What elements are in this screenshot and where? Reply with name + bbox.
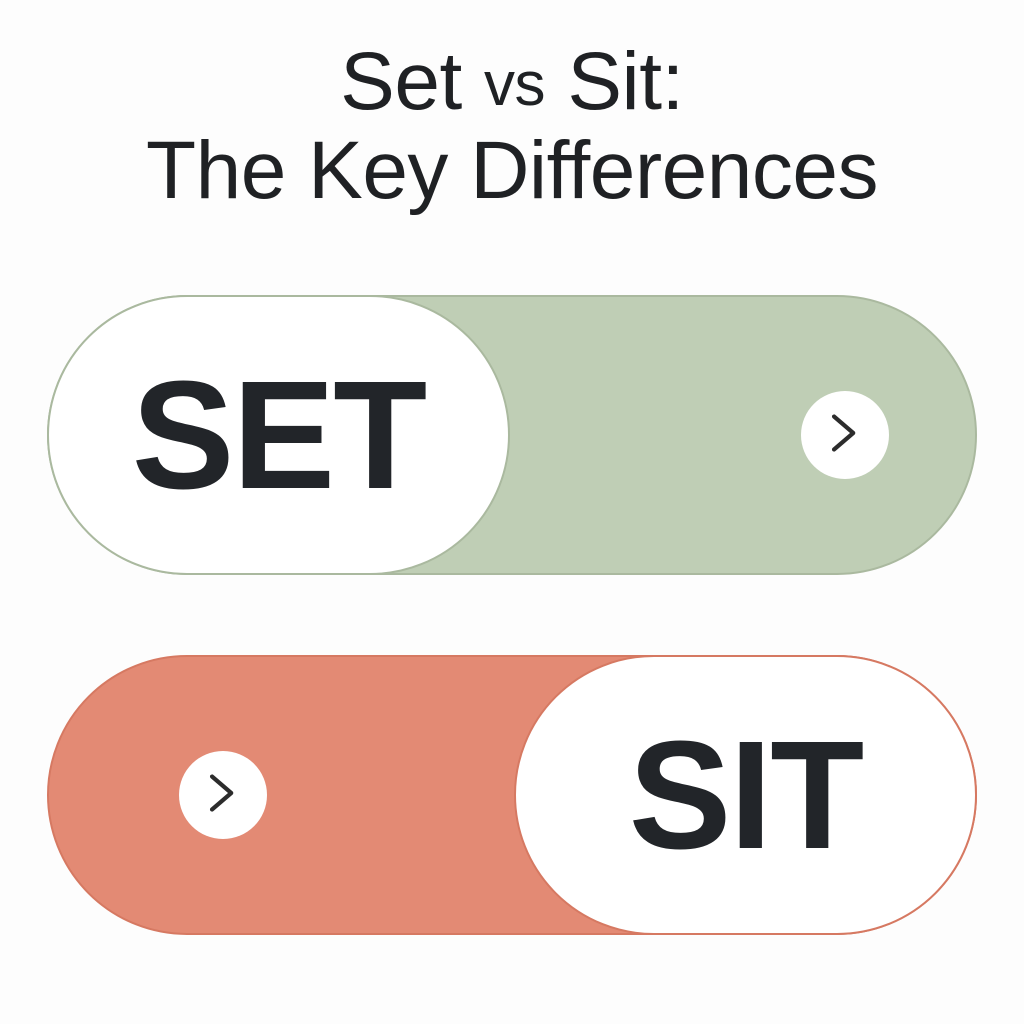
pill-sit-white-region: SIT bbox=[514, 655, 977, 935]
chevron-right-icon bbox=[828, 411, 862, 460]
pill-set-label: SET bbox=[132, 358, 426, 512]
pill-set[interactable]: SET bbox=[47, 295, 977, 575]
pill-container: SET SIT bbox=[47, 295, 977, 935]
title-word-vs: vs bbox=[484, 50, 545, 119]
title-word-sit: Sit: bbox=[567, 36, 683, 127]
title-word-set: Set bbox=[340, 36, 462, 127]
title-line2: The Key Differences bbox=[146, 125, 878, 216]
pill-set-white-region: SET bbox=[47, 295, 510, 575]
chevron-right-icon bbox=[206, 771, 240, 820]
page-title: Set vs Sit: The Key Differences bbox=[146, 38, 878, 215]
pill-set-arrow-button[interactable] bbox=[801, 391, 889, 479]
pill-sit-arrow-button[interactable] bbox=[179, 751, 267, 839]
pill-sit[interactable]: SIT bbox=[47, 655, 977, 935]
pill-sit-label: SIT bbox=[629, 718, 863, 872]
